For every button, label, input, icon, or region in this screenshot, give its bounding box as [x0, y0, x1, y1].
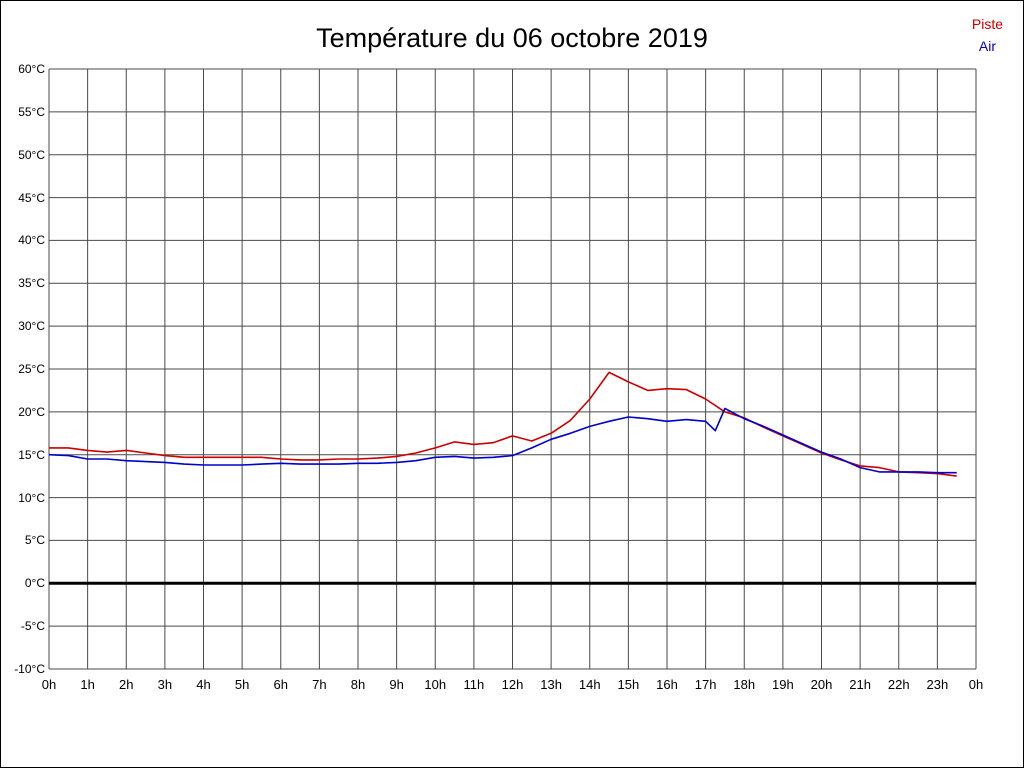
- y-tick-label: -10°C: [14, 662, 45, 676]
- chart-title: Température du 06 octobre 2019: [316, 23, 708, 53]
- y-tick-label: 15°C: [18, 447, 45, 462]
- y-tick-label: 55°C: [18, 104, 45, 119]
- x-tick-label: 3h: [157, 677, 173, 692]
- y-tick-label: 35°C: [18, 276, 45, 291]
- y-tick-label: 20°C: [18, 404, 45, 419]
- x-tick-label: 13h: [540, 677, 562, 692]
- y-tick-label: 10°C: [18, 490, 45, 505]
- legend-item-piste: Piste: [971, 16, 1003, 32]
- x-tick-label: 18h: [733, 677, 756, 692]
- x-tick-label: 9h: [389, 677, 404, 692]
- x-tick-label: 21h: [849, 677, 871, 692]
- x-tick-label: 11h: [463, 677, 485, 692]
- x-tick-label: 20h: [810, 677, 833, 692]
- x-tick-label: 7h: [312, 677, 327, 692]
- y-tick-label: 25°C: [18, 362, 45, 376]
- chart-legend: Piste Air: [972, 13, 1003, 57]
- x-tick-label: 12h: [501, 677, 524, 692]
- x-tick-label: 4h: [196, 677, 211, 692]
- x-tick-label: 19h: [772, 677, 794, 692]
- x-tick-label: 17h: [694, 677, 717, 692]
- y-tick-label: 5°C: [24, 533, 45, 548]
- x-tick-label: 14h: [578, 677, 601, 692]
- y-tick-label: 0°C: [24, 576, 45, 591]
- x-tick-label: 6h: [273, 677, 288, 692]
- x-tick-label: 15h: [617, 677, 640, 692]
- y-tick-label: 40°C: [18, 233, 45, 248]
- x-tick-label: 0h: [968, 677, 984, 692]
- x-tick-label: 5h: [234, 677, 250, 692]
- x-tick-label: 16h: [656, 677, 678, 692]
- y-tick-label: 60°C: [18, 62, 45, 76]
- y-tick-label: 45°C: [18, 190, 45, 205]
- x-tick-label: 2h: [119, 677, 134, 692]
- y-tick-label: 30°C: [18, 319, 45, 334]
- x-tick-label: 23h: [926, 677, 949, 692]
- x-tick-label: 8h: [350, 677, 366, 692]
- x-tick-label: 1h: [80, 677, 95, 692]
- x-tick-label: 10h: [424, 677, 447, 692]
- legend-item-air: Air: [978, 38, 996, 54]
- x-tick-label: 22h: [887, 677, 910, 692]
- y-tick-label: 50°C: [18, 147, 45, 162]
- y-tick-label: -5°C: [20, 619, 45, 634]
- x-tick-label: 0h: [41, 677, 57, 692]
